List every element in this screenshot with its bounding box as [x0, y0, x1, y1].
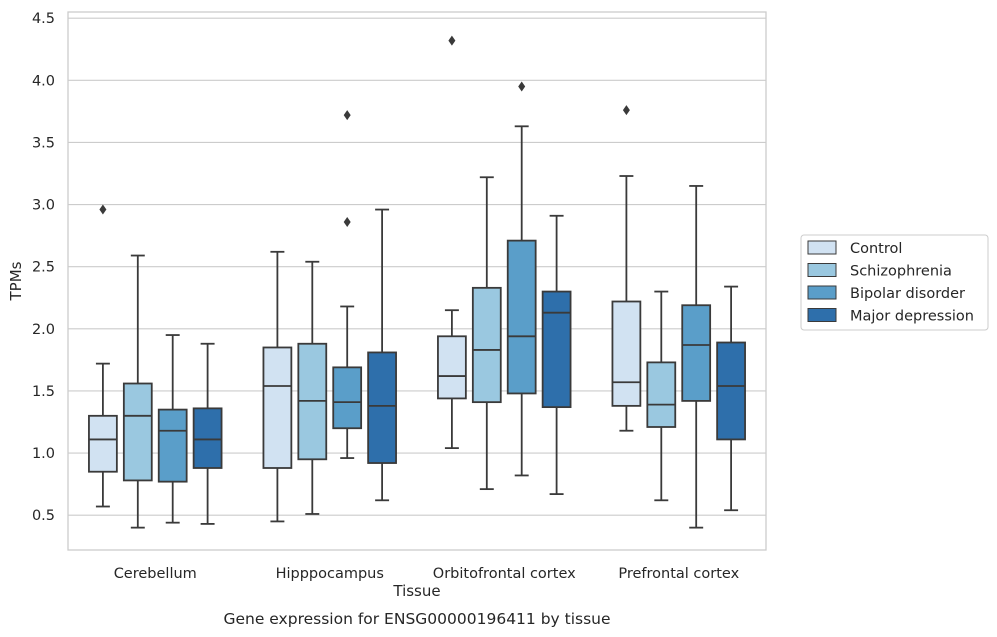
y-tick-label: 1.5: [32, 384, 55, 400]
x-tick-label: Cerebellum: [114, 566, 197, 582]
outlier-point: [99, 204, 107, 215]
outlier-point: [448, 35, 456, 46]
legend-swatch: [807, 263, 837, 277]
x-tick-label: Orbitofrontal cortex: [433, 566, 576, 582]
y-tick-label: 4.0: [32, 73, 55, 89]
legend-swatch: [807, 308, 837, 322]
x-tick-label: Hipppocampus: [276, 566, 384, 582]
box-major-depression: [541, 214, 572, 495]
box-control: [88, 204, 118, 508]
legend: Control Schizophrenia Bipolar disorder Majo…: [800, 234, 989, 331]
box-iqr: [192, 407, 223, 469]
box-iqr: [122, 382, 153, 482]
box-bipolar-disorder: [506, 81, 537, 477]
box-series: [88, 35, 746, 529]
box-schizophrenia: [122, 254, 153, 529]
box-iqr: [611, 300, 642, 407]
y-tick-label: 2.0: [32, 322, 55, 338]
box-schizophrenia: [646, 290, 677, 502]
box-iqr: [157, 408, 188, 483]
box-control: [437, 35, 467, 450]
box-schizophrenia: [297, 260, 328, 515]
box-control: [262, 250, 293, 523]
outlier-point: [343, 110, 351, 121]
box-bipolar-disorder: [332, 110, 363, 459]
x-axis-ticks: Cerebellum Hipppocampus Orbitofrontal cort…: [114, 566, 740, 582]
chart-caption: Gene expression for ENSG00000196411 by t…: [223, 610, 610, 628]
legend-label: Bipolar disorder: [850, 286, 965, 302]
y-axis-label: TPMs: [7, 261, 25, 301]
legend-label: Major depression: [850, 309, 974, 325]
x-axis-label: Tissue: [392, 582, 440, 600]
legend-label: Schizophrenia: [850, 264, 952, 280]
box-iqr: [367, 351, 397, 464]
legend-swatch: [807, 285, 837, 300]
box-iqr: [646, 361, 677, 428]
box-control: [611, 105, 642, 432]
box-iqr: [471, 286, 502, 404]
y-tick-label: 1.0: [32, 446, 55, 462]
outlier-point: [622, 105, 630, 116]
legend-label: Control: [850, 241, 902, 257]
outlier-point: [343, 216, 351, 227]
box-major-depression: [192, 342, 223, 525]
box-iqr: [88, 414, 118, 473]
box-major-depression: [367, 208, 397, 502]
y-tick-label: 4.5: [32, 11, 55, 27]
y-tick-label: 0.5: [32, 508, 55, 524]
y-axis-ticks: 0.5 1.0 1.5 2.0 2.5 3.0 3.5 4.0 4.5: [32, 11, 55, 524]
legend-frame: [800, 234, 989, 331]
box-bipolar-disorder: [157, 334, 188, 524]
box-iqr: [681, 304, 712, 402]
y-tick-label: 3.0: [32, 198, 55, 214]
box-bipolar-disorder: [681, 185, 712, 529]
box-schizophrenia: [471, 176, 502, 491]
plot-area-frame: [67, 11, 767, 551]
box-iqr: [541, 290, 572, 409]
legend-swatch: [807, 240, 837, 255]
x-tick-label: Prefrontal cortex: [618, 566, 739, 582]
box-iqr: [262, 346, 293, 469]
y-tick-label: 3.5: [32, 135, 55, 151]
box-iqr: [716, 341, 746, 441]
box-major-depression: [716, 285, 746, 512]
box-iqr: [437, 335, 467, 400]
y-tick-label: 2.5: [32, 260, 55, 276]
outlier-point: [518, 81, 526, 92]
box-iqr: [506, 239, 537, 395]
box-iqr: [332, 366, 363, 430]
